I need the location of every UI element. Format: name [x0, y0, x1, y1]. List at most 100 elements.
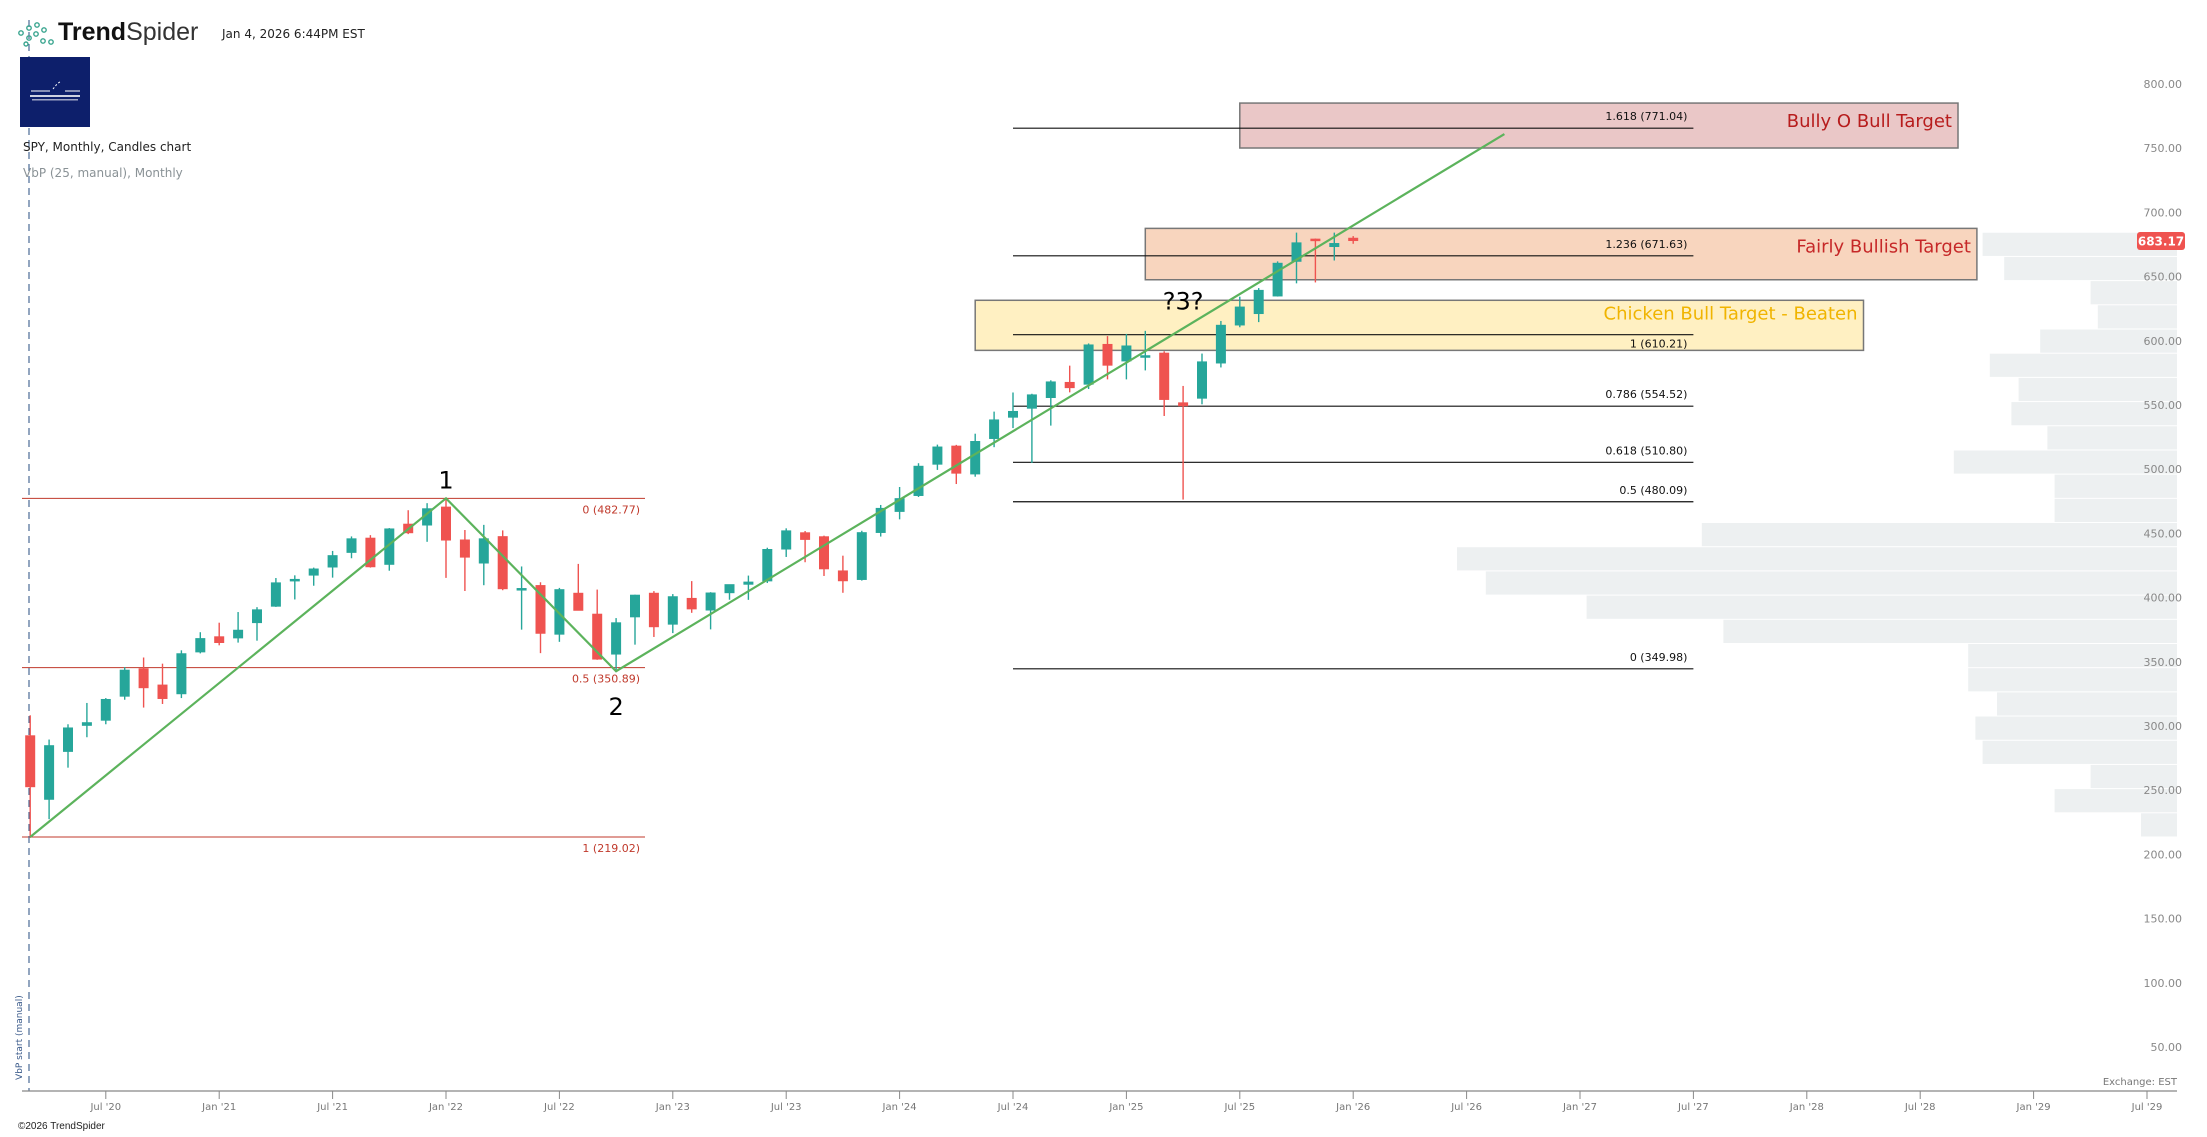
- vbp-bar: [1953, 450, 2177, 474]
- candle[interactable]: [1026, 393, 1037, 463]
- candle[interactable]: [1083, 343, 1094, 390]
- vbp-bar: [2018, 377, 2177, 402]
- candle-body: [762, 549, 773, 582]
- candle[interactable]: [119, 667, 130, 700]
- candle[interactable]: [157, 663, 168, 704]
- candle-body: [837, 570, 848, 582]
- candle[interactable]: [667, 594, 678, 634]
- x-tick-label: Jul '22: [543, 1102, 575, 1113]
- candle[interactable]: [176, 650, 187, 699]
- candle[interactable]: [478, 524, 489, 586]
- candle[interactable]: [762, 547, 773, 584]
- wave-trendlines[interactable]: 1 2 ?3?: [29, 133, 1505, 838]
- candle[interactable]: [1197, 353, 1207, 405]
- candle[interactable]: [516, 566, 527, 630]
- candle[interactable]: [1008, 392, 1018, 429]
- candle[interactable]: [1064, 365, 1075, 393]
- vbp-bar: [1997, 692, 2177, 716]
- candle[interactable]: [724, 584, 735, 600]
- symbol-label[interactable]: SPY, Monthly, Candles chart: [23, 140, 192, 154]
- x-tick-label: Jul '21: [316, 1102, 348, 1113]
- candle-body: [630, 594, 640, 618]
- candle-body: [724, 584, 735, 594]
- candle[interactable]: [195, 632, 206, 654]
- candle[interactable]: [422, 503, 433, 542]
- vbp-bar: [2054, 789, 2177, 813]
- vbp-bar: [2090, 281, 2177, 305]
- candle-body: [1140, 355, 1151, 358]
- candle[interactable]: [270, 578, 281, 607]
- candle[interactable]: [1215, 320, 1226, 368]
- y-tick-label: 400.00: [2144, 592, 2183, 605]
- candle[interactable]: [81, 702, 92, 738]
- vbp-bar: [2047, 426, 2177, 450]
- candle[interactable]: [913, 463, 924, 498]
- candle[interactable]: [1310, 238, 1321, 283]
- wave-trendline[interactable]: [29, 133, 1505, 838]
- last-price-badge: 683.17: [2137, 232, 2185, 251]
- candle-body: [573, 592, 584, 611]
- candle[interactable]: [837, 555, 848, 593]
- candle[interactable]: [989, 411, 1000, 448]
- candle[interactable]: [573, 563, 584, 611]
- candle[interactable]: [289, 575, 300, 600]
- fib-right-label: 1.236 (671.63): [1605, 238, 1687, 251]
- candle[interactable]: [214, 622, 225, 646]
- candle[interactable]: [252, 607, 262, 641]
- candle[interactable]: [1178, 385, 1189, 500]
- fib-right-label: 1 (610.21): [1630, 338, 1688, 351]
- candle[interactable]: [1102, 336, 1113, 380]
- candle[interactable]: [459, 529, 470, 591]
- candle[interactable]: [308, 567, 319, 586]
- candle[interactable]: [100, 698, 111, 725]
- fib-right-label: 0.5 (480.09): [1619, 484, 1687, 497]
- candle[interactable]: [63, 724, 73, 768]
- candle-body: [384, 528, 395, 565]
- candle[interactable]: [138, 657, 149, 708]
- candle-body: [1234, 306, 1245, 326]
- candle[interactable]: [592, 589, 603, 660]
- candle[interactable]: [346, 536, 357, 559]
- candle[interactable]: [932, 444, 943, 470]
- candle[interactable]: [327, 550, 338, 578]
- candle-body: [252, 609, 262, 624]
- candle[interactable]: [1272, 261, 1283, 297]
- vbp-bar: [1457, 547, 2177, 571]
- candle-body: [289, 578, 300, 582]
- candle[interactable]: [781, 528, 792, 557]
- candle[interactable]: [1348, 236, 1359, 244]
- candle[interactable]: [25, 715, 36, 838]
- indicator-label[interactable]: VbP (25, manual), Monthly: [23, 166, 183, 180]
- target-box[interactable]: [1144, 227, 1978, 281]
- candle[interactable]: [1291, 232, 1302, 284]
- candle[interactable]: [819, 535, 829, 576]
- candle[interactable]: [743, 575, 754, 600]
- candle[interactable]: [1234, 296, 1245, 328]
- candle[interactable]: [497, 530, 508, 591]
- brand-bold: Trend: [58, 18, 127, 46]
- candle[interactable]: [441, 498, 451, 578]
- candle-body: [592, 613, 603, 660]
- candle[interactable]: [648, 591, 659, 637]
- candle[interactable]: [384, 528, 395, 571]
- candle[interactable]: [365, 535, 376, 568]
- candle-body: [781, 530, 792, 550]
- candle[interactable]: [630, 594, 640, 645]
- candle[interactable]: [856, 530, 867, 581]
- candle[interactable]: [686, 581, 697, 613]
- candle[interactable]: [611, 618, 622, 672]
- candle[interactable]: [1159, 351, 1170, 416]
- target-box[interactable]: [974, 299, 1865, 352]
- candle[interactable]: [1253, 288, 1264, 323]
- candle[interactable]: [1045, 380, 1056, 426]
- vbp-bar: [1701, 523, 2177, 547]
- target-box[interactable]: [1239, 102, 1959, 149]
- candle[interactable]: [1121, 333, 1132, 380]
- candle[interactable]: [705, 592, 716, 630]
- candle[interactable]: [894, 486, 905, 520]
- candle[interactable]: [233, 612, 244, 643]
- x-tick-label: Jul '20: [89, 1102, 121, 1113]
- candle[interactable]: [44, 739, 55, 820]
- trendspider-logo-icon: [18, 20, 54, 48]
